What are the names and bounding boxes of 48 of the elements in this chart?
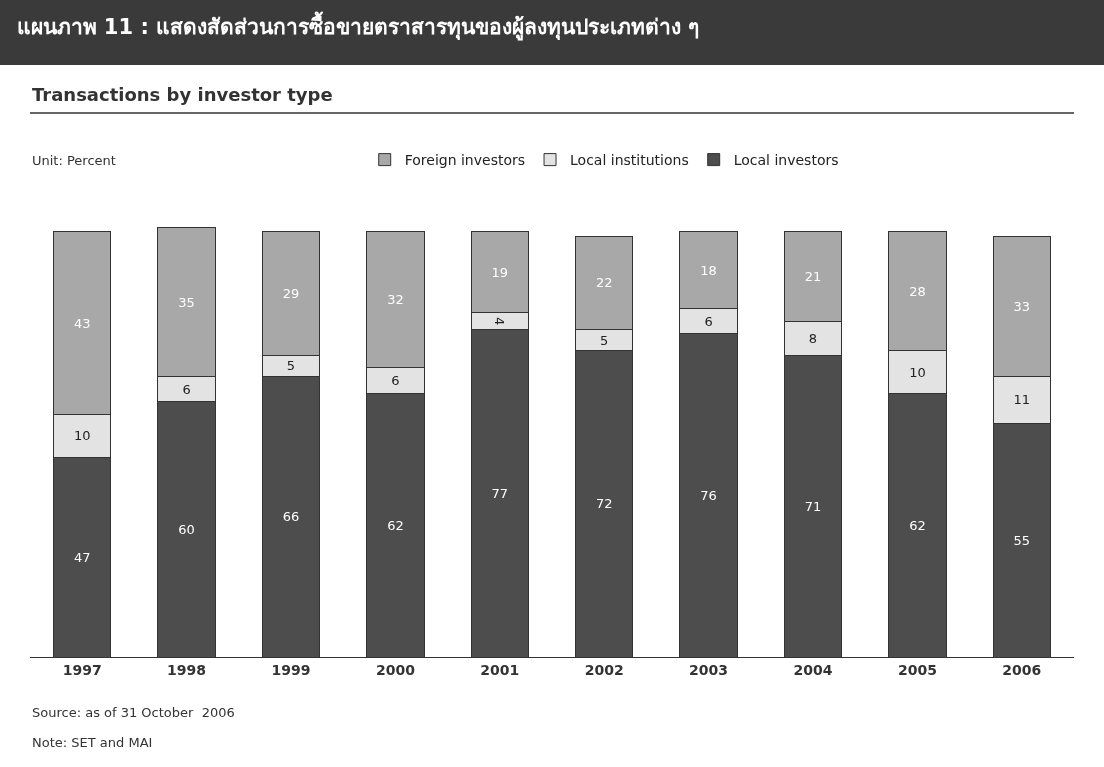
x-tick-label: 1998 bbox=[167, 661, 207, 678]
x-tick-label: 1997 bbox=[62, 661, 102, 678]
data-label: 18 bbox=[700, 262, 717, 278]
x-tick-label: 2006 bbox=[1002, 661, 1042, 678]
chart-subtitle: Transactions by investor type bbox=[32, 84, 333, 105]
data-label: 6 bbox=[182, 381, 191, 397]
data-label: 76 bbox=[700, 487, 717, 503]
source-note: Source: as of 31 October 2006 bbox=[32, 705, 235, 720]
data-label: 33 bbox=[1013, 298, 1031, 314]
data-label: 10 bbox=[73, 428, 91, 444]
x-tick-label: 1999 bbox=[271, 661, 311, 678]
data-label: 60 bbox=[178, 521, 195, 537]
x-tick-label: 2001 bbox=[480, 661, 520, 678]
data-label: 32 bbox=[387, 292, 404, 308]
data-label: 22 bbox=[595, 275, 613, 291]
data-label: 43 bbox=[73, 315, 91, 331]
data-label: 77 bbox=[491, 485, 509, 501]
data-label: 62 bbox=[387, 517, 404, 533]
data-label: 72 bbox=[595, 496, 613, 512]
legend-label: Foreign investors bbox=[404, 152, 526, 169]
data-label: 19 bbox=[491, 264, 509, 280]
data-label: 11 bbox=[1013, 392, 1031, 408]
data-label: 55 bbox=[1013, 532, 1031, 548]
chart-title: แผนภาพ 11 : แสดงสัดส่วนการซื้อขายตราสารทุนของผู้ลงทุนประเภทต่าง ๆ bbox=[16, 11, 700, 42]
data-label: 21 bbox=[804, 268, 822, 284]
data-label: 71 bbox=[804, 498, 822, 514]
text: Unit: Percent bbox=[32, 153, 116, 168]
data-label: 47 bbox=[73, 549, 91, 565]
legend-label: Local institutions bbox=[570, 152, 689, 169]
data-label: 28 bbox=[909, 283, 926, 299]
x-tick-label: 2005 bbox=[897, 661, 937, 678]
x-tick-label: 2004 bbox=[793, 661, 833, 678]
data-label: 5 bbox=[286, 358, 296, 374]
data-label: 62 bbox=[909, 517, 926, 533]
data-label: 6 bbox=[704, 313, 713, 329]
x-tick-label: 2002 bbox=[584, 661, 624, 678]
data-label: 4 bbox=[492, 316, 508, 326]
x-tick-label: 2003 bbox=[689, 661, 729, 678]
data-label: 5 bbox=[600, 332, 609, 348]
legend-label: Local investors bbox=[733, 152, 839, 169]
data-label: 6 bbox=[391, 373, 400, 389]
data-label: 8 bbox=[808, 330, 818, 346]
data-label: 10 bbox=[909, 364, 926, 380]
text: Note: SET and MAI bbox=[32, 735, 153, 750]
data-label: 29 bbox=[282, 285, 300, 301]
data-label: 66 bbox=[282, 509, 300, 525]
data-label: 35 bbox=[178, 294, 195, 310]
x-tick-label: 2000 bbox=[375, 661, 416, 678]
